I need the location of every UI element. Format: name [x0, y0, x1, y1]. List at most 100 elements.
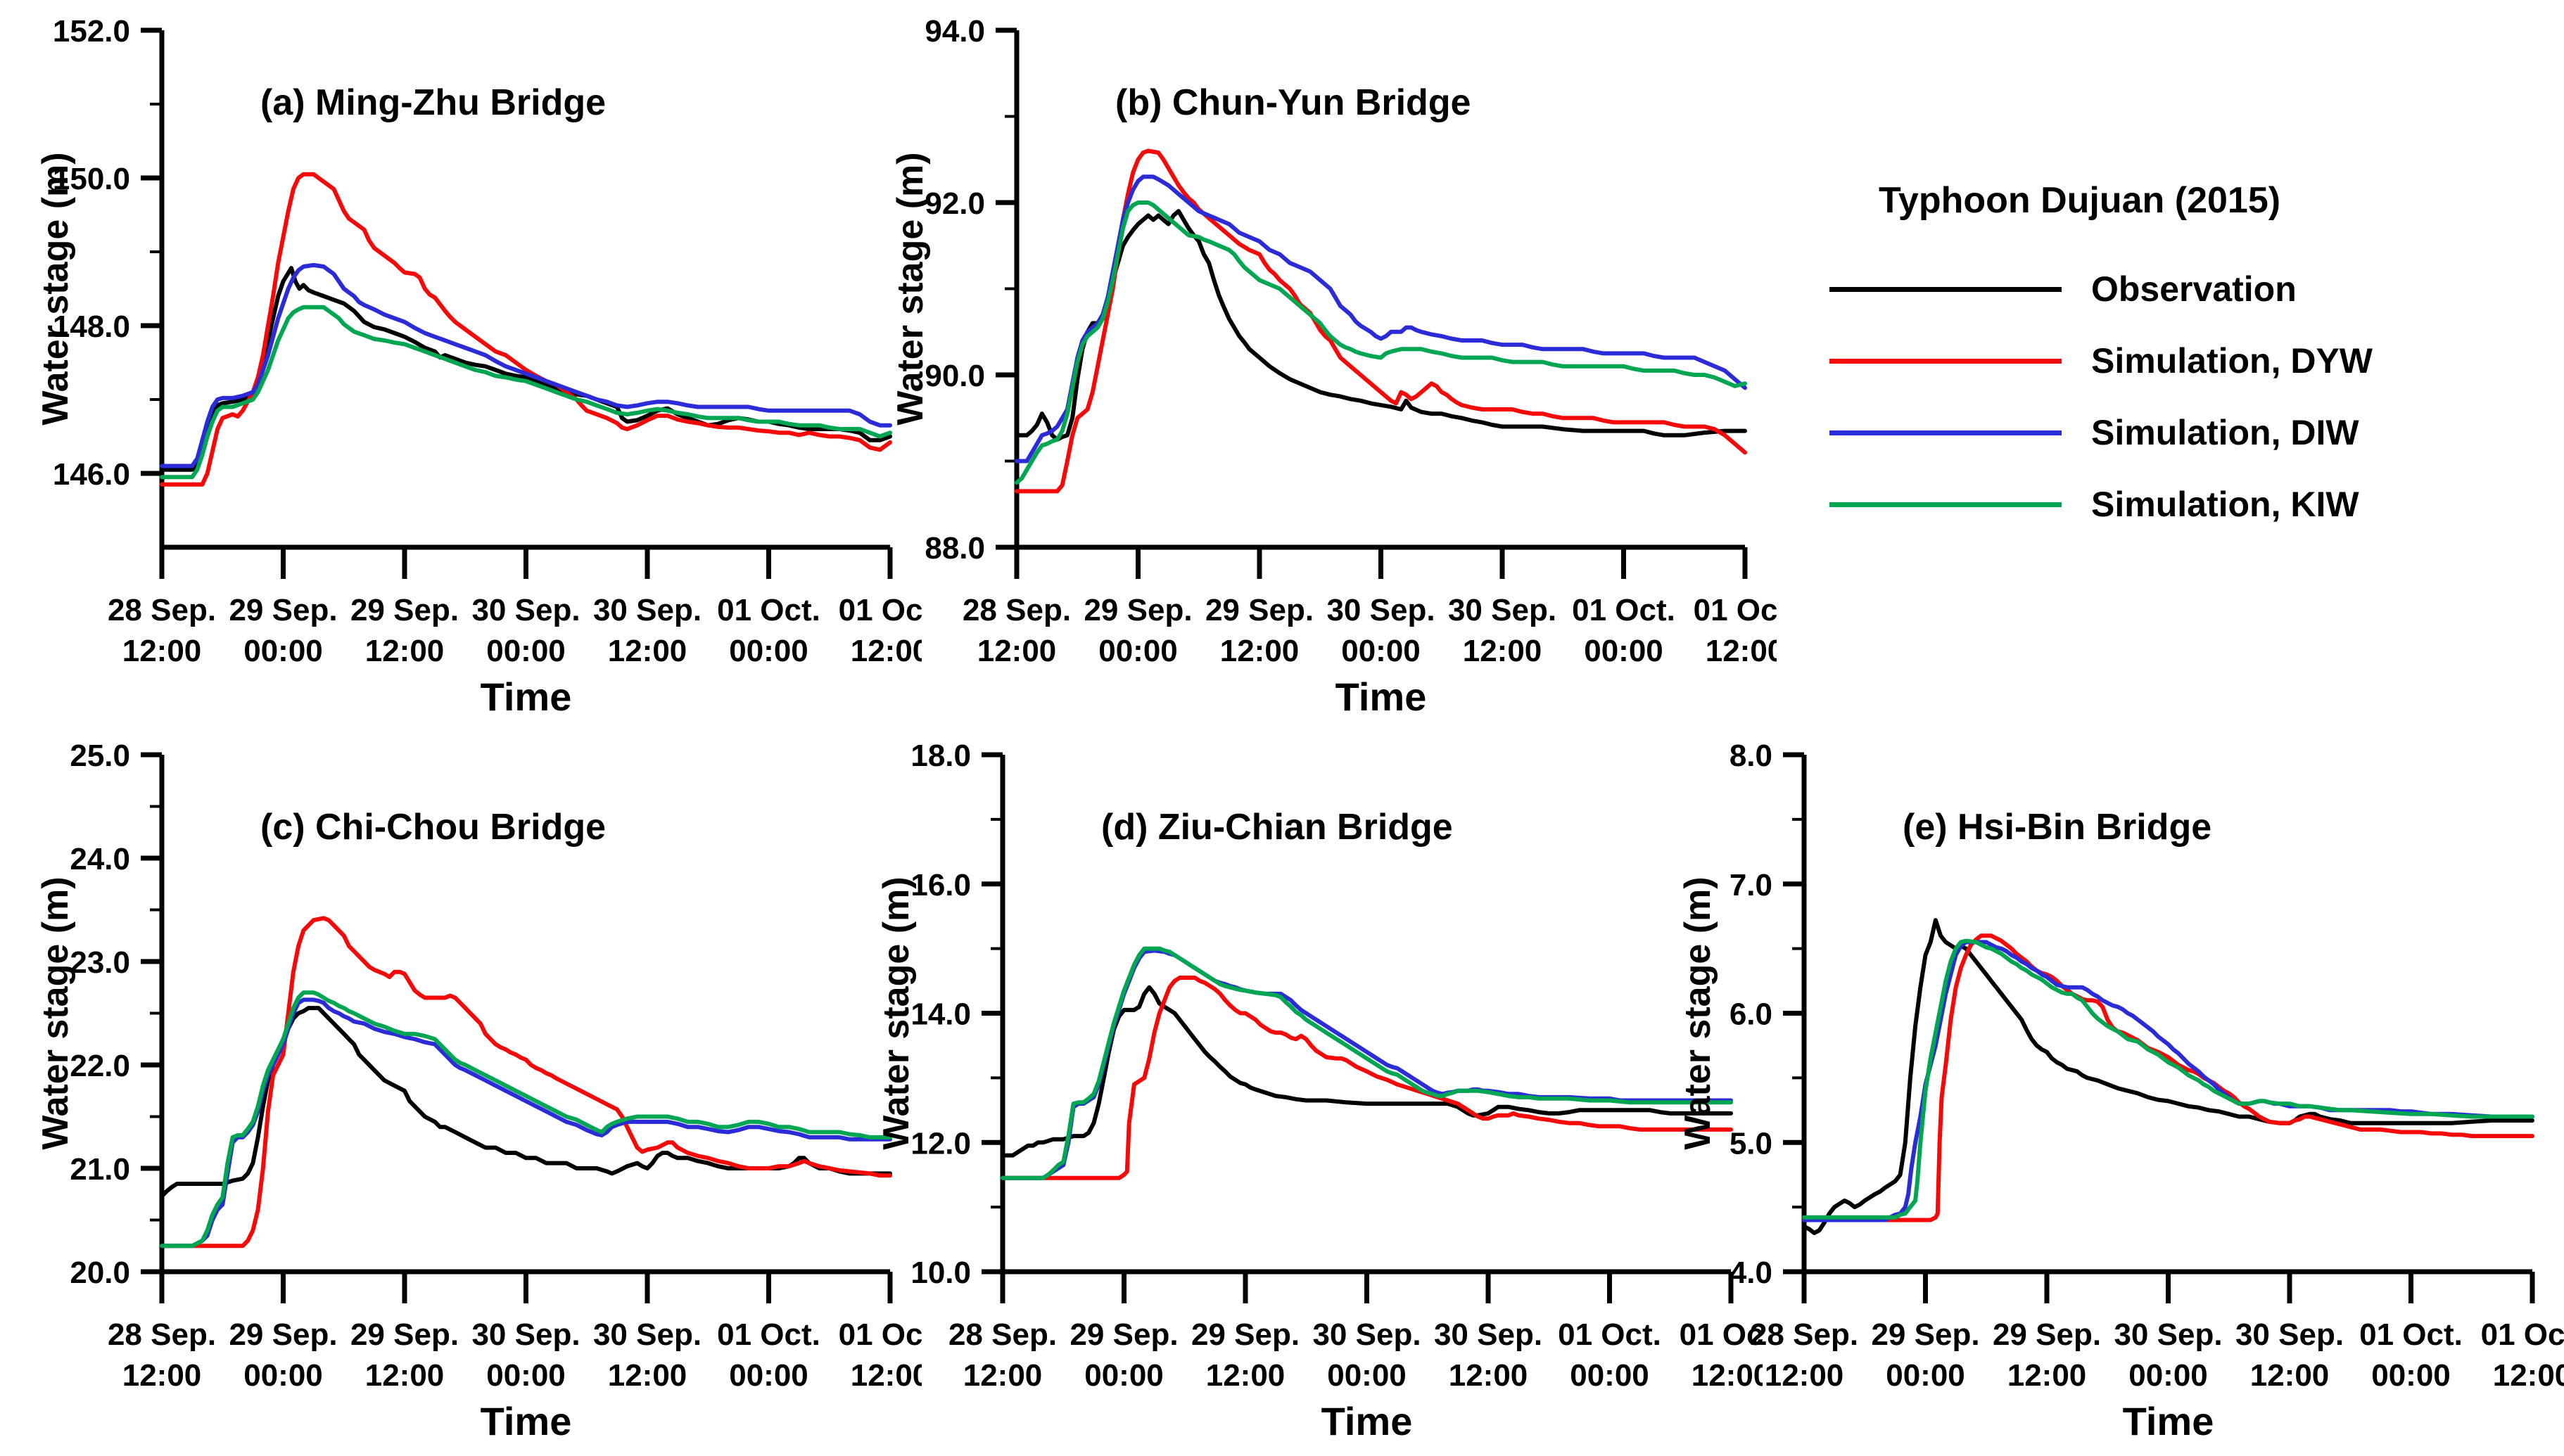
x-axis-label: Time	[481, 1399, 572, 1443]
y-tick-label: 4.0	[1730, 1256, 1772, 1290]
x-tick-label-time: 00:00	[1098, 634, 1178, 668]
series-line-obs	[1802, 918, 2534, 1235]
x-tick-label-date: 29 Sep.	[350, 1317, 459, 1352]
x-tick-label-date: 01 Oct.	[2359, 1317, 2463, 1352]
x-tick-label-date: 29 Sep.	[229, 593, 337, 627]
y-tick-label: 88.0	[925, 531, 985, 566]
series-line-diw	[1802, 940, 2534, 1222]
x-tick-label-date: 01 Oct.	[1558, 1317, 1661, 1352]
x-tick-label-date: 28 Sep.	[108, 1317, 216, 1352]
x-tick-label-date: 30 Sep.	[2114, 1317, 2222, 1352]
x-axis-label: Time	[481, 675, 572, 719]
chart-chun-yun-bridge: 88.0 90.0 92.0 94.0 28 Sep. 12:00 29 Sep. 00:00…	[883, 6, 1796, 734]
x-tick-label-date: 29 Sep.	[1070, 1317, 1178, 1352]
chart-svg: 88.0 90.0 92.0 94.0 28 Sep. 12:00 29 Sep. 00:00…	[890, 14, 1796, 719]
x-tick-label-time: 12:00	[851, 634, 922, 668]
legend-label-obs: Observation	[2091, 269, 2297, 309]
series-line-diw	[1001, 948, 1733, 1180]
x-tick-label-time: 00:00	[1327, 1358, 1407, 1393]
legend: Typhoon Dujuan (2015) Observation Simulat…	[1829, 179, 2547, 540]
x-tick-label-time: 12:00	[2493, 1358, 2564, 1393]
y-tick-label: 5.0	[1730, 1126, 1772, 1161]
x-tick-label-date: 28 Sep.	[108, 593, 216, 627]
chart-hsi-bin-bridge: 4.0 5.0 6.0 7.0 8.0 28 Sep. 12:00 29 Sep. 00:00 2…	[1670, 730, 2564, 1456]
x-tick-label-date: 29 Sep.	[1993, 1317, 2101, 1352]
chart-svg: 146.0 148.0 150.0 152.0 28 Sep. 12:00 29 Sep. 0…	[35, 14, 941, 719]
x-tick-label-date: 30 Sep.	[593, 1317, 702, 1352]
x-tick-label-date: 29 Sep.	[229, 1317, 337, 1352]
x-tick-label-date: 28 Sep.	[1750, 1317, 1858, 1352]
x-tick-label-date: 30 Sep.	[1448, 593, 1556, 627]
chart-ziu-chian-bridge: 10.0 12.0 14.0 16.0 18.0 28 Sep. 12:00 29 Sep. 0…	[869, 730, 1782, 1456]
y-tick-label: 12.0	[910, 1126, 971, 1161]
x-tick-label-time: 12:00	[851, 1358, 922, 1393]
x-tick-label-time: 12:00	[2250, 1358, 2330, 1393]
y-tick-label: 90.0	[925, 359, 985, 393]
legend-line-swatch-dyw	[1829, 358, 2062, 364]
y-axis-label: Water stage (m)	[876, 876, 917, 1149]
x-tick-label-date: 30 Sep.	[471, 593, 580, 627]
x-tick-label-date: 29 Sep.	[1191, 1317, 1300, 1352]
x-tick-label-time: 00:00	[486, 634, 566, 668]
x-tick-label-time: 00:00	[729, 634, 808, 668]
y-tick-label: 150.0	[53, 162, 130, 196]
x-tick-label-date: 01 Oct.	[2481, 1317, 2564, 1352]
series-line-diw	[160, 262, 892, 468]
x-tick-label-time: 00:00	[1570, 1358, 1649, 1393]
series-line-diw	[160, 997, 892, 1249]
x-tick-label-date: 01 Oct.	[1694, 593, 1777, 627]
legend-entry-kiw: Simulation, KIW	[1829, 468, 2547, 540]
x-tick-label-date: 01 Oct.	[717, 593, 820, 627]
x-tick-label-date: 28 Sep.	[963, 593, 1071, 627]
y-tick-label: 94.0	[925, 14, 985, 49]
x-tick-label-date: 01 Oct.	[1572, 593, 1675, 627]
x-tick-label-time: 00:00	[486, 1358, 566, 1393]
y-tick-label: 20.0	[70, 1256, 130, 1290]
x-tick-label-time: 12:00	[1449, 1358, 1528, 1393]
x-tick-label-time: 12:00	[1220, 634, 1300, 668]
series-line-dyw	[1802, 933, 2534, 1222]
x-tick-label-date: 01 Oct.	[717, 1317, 820, 1352]
x-tick-label-date: 30 Sep.	[593, 593, 702, 627]
x-tick-label-date: 29 Sep.	[1205, 593, 1314, 627]
y-tick-label: 24.0	[70, 842, 130, 876]
x-tick-label-time: 12:00	[608, 634, 687, 668]
y-axis-label: Water stage (m)	[35, 876, 76, 1149]
x-axis-label: Time	[1335, 675, 1427, 719]
series-line-dyw	[160, 172, 892, 487]
x-tick-label-time: 00:00	[1341, 634, 1421, 668]
x-axis-label: Time	[2123, 1399, 2214, 1443]
legend-label-diw: Simulation, DIW	[2091, 413, 2359, 452]
y-axis-label: Water stage (m)	[890, 152, 931, 425]
x-tick-label-time: 12:00	[1765, 1358, 1844, 1393]
chart-title: (c) Chi-Chou Bridge	[260, 807, 606, 848]
y-tick-label: 23.0	[70, 945, 130, 980]
x-tick-label-time: 00:00	[2128, 1358, 2208, 1393]
y-tick-label: 92.0	[925, 186, 985, 221]
series-line-kiw	[1001, 946, 1733, 1180]
x-tick-label-date: 30 Sep.	[2235, 1317, 2344, 1352]
x-tick-label-date: 30 Sep.	[471, 1317, 580, 1352]
y-tick-label: 6.0	[1730, 997, 1772, 1032]
y-tick-label: 14.0	[910, 997, 971, 1032]
x-tick-label-time: 00:00	[1584, 634, 1663, 668]
x-tick-label-time: 00:00	[1084, 1358, 1164, 1393]
x-axis-label: Time	[1321, 1399, 1413, 1443]
series-line-kiw	[1015, 200, 1747, 485]
legend-label-dyw: Simulation, DYW	[2091, 341, 2373, 381]
y-tick-label: 22.0	[70, 1049, 130, 1083]
series-line-dyw	[1001, 976, 1733, 1180]
y-tick-label: 18.0	[910, 739, 971, 773]
x-tick-label-time: 12:00	[365, 634, 445, 668]
legend-line-swatch-kiw	[1829, 502, 2062, 507]
x-tick-label-date: 29 Sep.	[1084, 593, 1192, 627]
x-tick-label-time: 00:00	[729, 1358, 808, 1393]
y-tick-label: 21.0	[70, 1152, 130, 1187]
y-axis-label: Water stage (m)	[1677, 876, 1718, 1149]
x-tick-label-time: 12:00	[608, 1358, 687, 1393]
y-tick-label: 146.0	[53, 457, 130, 492]
series-line-dyw	[160, 916, 892, 1249]
chart-title: (a) Ming-Zhu Bridge	[260, 82, 606, 123]
x-tick-label-date: 29 Sep.	[1871, 1317, 1979, 1352]
